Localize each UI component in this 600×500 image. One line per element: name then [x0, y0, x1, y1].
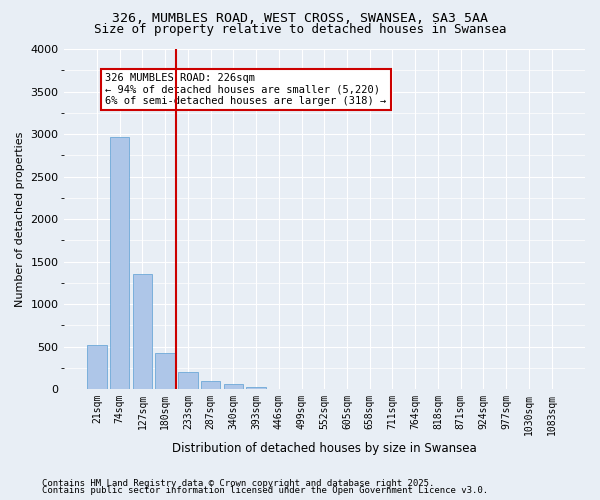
Text: Contains HM Land Registry data © Crown copyright and database right 2025.: Contains HM Land Registry data © Crown c… — [42, 478, 434, 488]
Bar — [155, 352, 175, 389]
Text: Contains public sector information licensed under the Open Government Licence v3: Contains public sector information licen… — [42, 486, 488, 495]
Y-axis label: Number of detached properties: Number of detached properties — [15, 132, 25, 306]
X-axis label: Distribution of detached houses by size in Swansea: Distribution of detached houses by size … — [172, 442, 476, 455]
Bar — [247, 386, 266, 389]
Bar — [87, 345, 107, 389]
Text: 326, MUMBLES ROAD, WEST CROSS, SWANSEA, SA3 5AA: 326, MUMBLES ROAD, WEST CROSS, SWANSEA, … — [112, 12, 488, 26]
Bar — [110, 138, 130, 389]
Text: 326 MUMBLES ROAD: 226sqm
← 94% of detached houses are smaller (5,220)
6% of semi: 326 MUMBLES ROAD: 226sqm ← 94% of detach… — [105, 73, 386, 106]
Bar — [178, 372, 197, 389]
Bar — [224, 384, 243, 389]
Text: Size of property relative to detached houses in Swansea: Size of property relative to detached ho… — [94, 22, 506, 36]
Bar — [201, 380, 220, 389]
Bar — [133, 274, 152, 389]
